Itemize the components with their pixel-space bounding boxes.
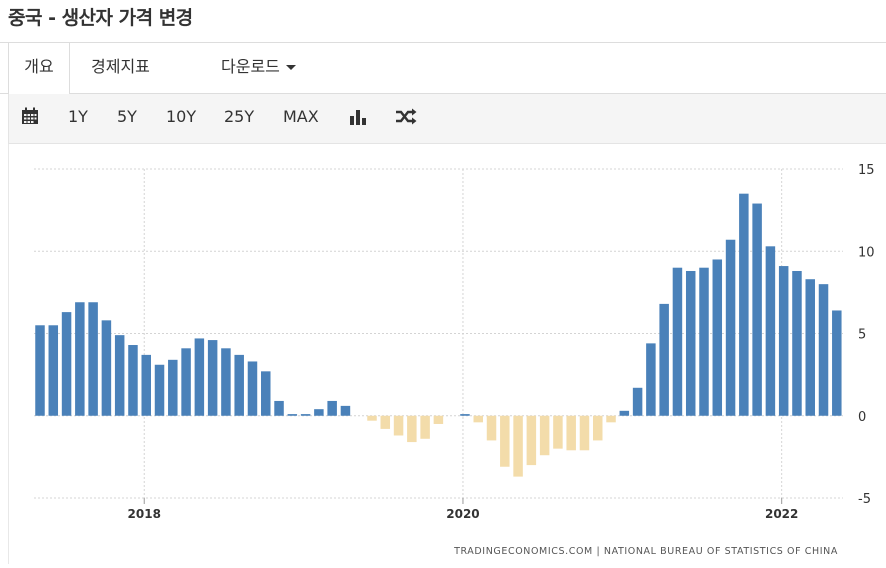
bar [672, 267, 683, 416]
bar [101, 320, 112, 416]
tab-download-label: 다운로드 [221, 57, 280, 76]
bar [420, 415, 430, 439]
bar [154, 364, 165, 416]
y-tick-label: 0 [858, 410, 866, 425]
bar [500, 415, 510, 467]
bar [486, 415, 497, 441]
range-1y-button[interactable]: 1Y [68, 107, 88, 126]
bar [75, 302, 85, 416]
bar [539, 415, 550, 456]
bar-chart: 15 10 5 0 -5 2018 2020 2022 TRADINGECONOMICS.COM… [34, 163, 875, 557]
source-label: TRADINGECONOMICS.COM | NATIONAL BUREAU O… [453, 546, 838, 557]
x-tick-label: 2018 [128, 507, 161, 521]
x-tick-label: 2020 [446, 507, 479, 521]
bar [473, 415, 483, 423]
tab-overview-label: 개요 [24, 57, 54, 76]
bar [88, 302, 98, 416]
bar [207, 340, 218, 416]
bar [460, 414, 470, 416]
bar [593, 415, 603, 441]
bar [300, 414, 311, 416]
bar [725, 239, 736, 416]
bar [247, 361, 258, 416]
range-25y-button[interactable]: 25Y [224, 107, 255, 126]
bar [128, 345, 138, 416]
bar [287, 414, 298, 416]
bar [646, 343, 656, 416]
bar [739, 193, 749, 416]
bar [340, 405, 351, 416]
range-5y-button[interactable]: 5Y [117, 107, 137, 126]
bar [659, 303, 669, 416]
bar [606, 415, 616, 423]
bar [314, 409, 324, 416]
bar [433, 415, 444, 424]
bar [526, 415, 537, 466]
y-tick-label: 5 [858, 328, 866, 343]
bar [765, 246, 776, 416]
bar [221, 348, 231, 416]
bar [553, 415, 563, 449]
bar [141, 354, 151, 416]
y-tick-label: -5 [858, 492, 871, 507]
bar [327, 400, 337, 416]
bar-chart-icon[interactable] [349, 108, 367, 126]
bar [194, 338, 205, 416]
bar [234, 354, 244, 416]
bar [181, 348, 191, 416]
bar [619, 410, 630, 416]
bar [752, 203, 762, 416]
bar [48, 325, 59, 416]
bar [261, 371, 271, 416]
bar [407, 415, 417, 443]
chart-toolbar: 1Y 5Y 10Y 25Y MAX [8, 94, 886, 144]
bar [114, 335, 125, 416]
bar [818, 284, 829, 416]
caret-down-icon [285, 65, 296, 70]
range-max-button[interactable]: MAX [283, 107, 319, 126]
bar [805, 279, 815, 416]
tab-indicators[interactable]: 경제지표 [91, 43, 150, 94]
chart-area: 15 10 5 0 -5 2018 2020 2022 TRADINGECONOMICS.COM… [8, 144, 886, 564]
bar [778, 266, 789, 416]
bar [367, 415, 377, 421]
bar [832, 310, 842, 416]
range-10y-button[interactable]: 10Y [166, 107, 197, 126]
y-tick-label: 10 [858, 245, 875, 260]
tab-overview[interactable]: 개요 [8, 43, 70, 95]
shuffle-icon[interactable] [395, 108, 417, 126]
y-tick-label: 15 [858, 163, 875, 178]
bar [579, 415, 590, 451]
bar [632, 387, 643, 416]
x-tick-label: 2022 [765, 507, 798, 521]
calendar-icon[interactable] [21, 107, 39, 127]
tab-download[interactable]: 다운로드 [221, 43, 296, 94]
bar [168, 359, 178, 416]
bar [35, 325, 45, 416]
page-title: 중국 - 생산자 가격 변경 [8, 7, 193, 29]
bar [513, 415, 523, 477]
bar [685, 270, 696, 416]
bar [380, 415, 391, 429]
bar [274, 400, 284, 416]
bar [792, 270, 802, 416]
bar [699, 267, 709, 416]
bar [61, 312, 72, 416]
bar [566, 415, 576, 451]
tab-bar: 개요 경제지표 다운로드 [0, 42, 886, 95]
bar [712, 259, 723, 416]
tab-indicators-label: 경제지표 [91, 57, 150, 76]
bar [393, 415, 404, 436]
